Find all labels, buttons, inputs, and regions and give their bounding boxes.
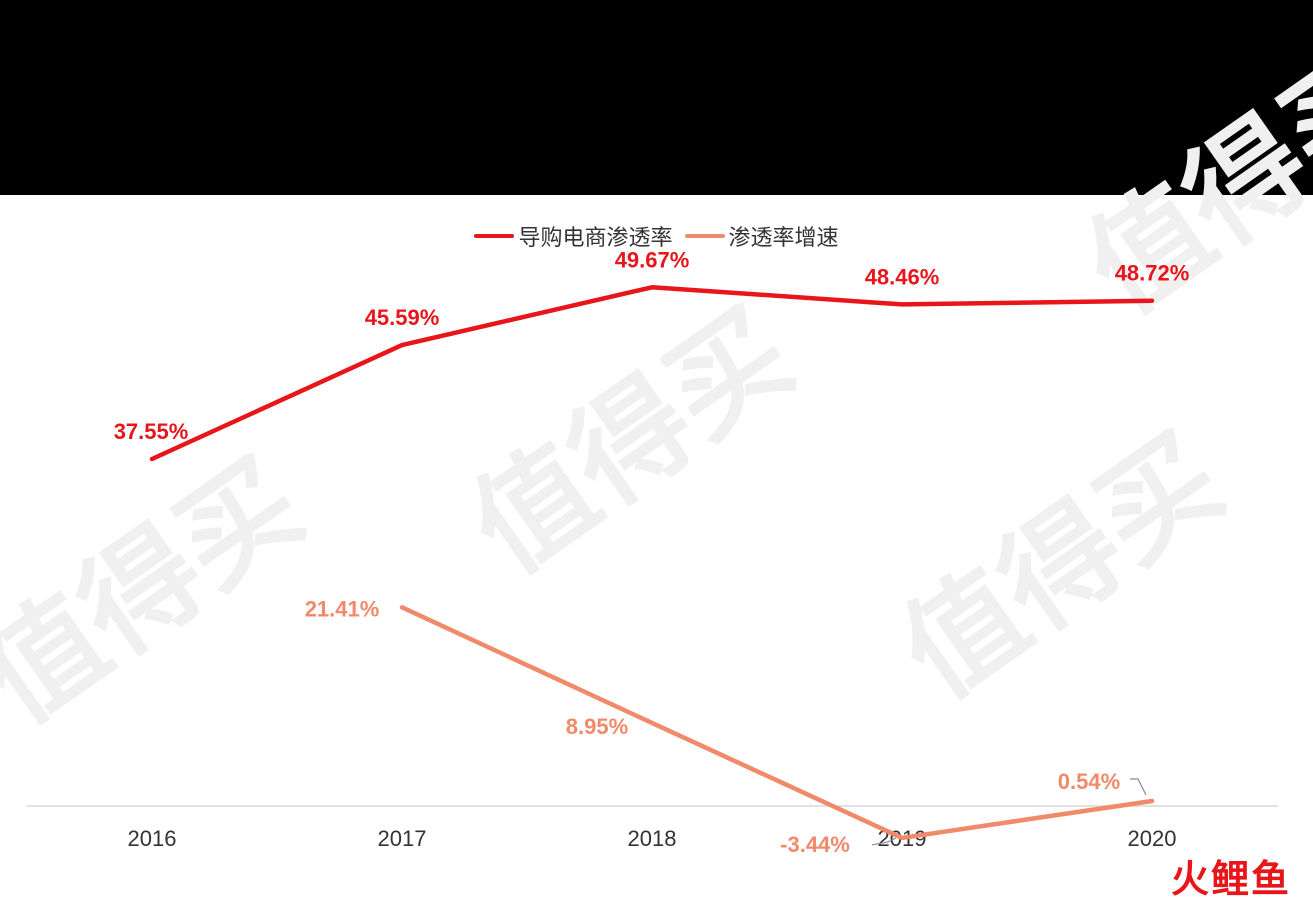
x-tick-label: 2017 — [378, 826, 427, 851]
data-label-layer: 37.55% 45.59% 49.67% 48.46% 48.72% 21.41% 8.95… — [114, 247, 1190, 857]
data-label-growth: 0.54% — [1058, 769, 1120, 794]
legend-item-penetration[interactable]: 导购电商渗透率 — [474, 220, 673, 252]
watermark-text: 值得买 — [0, 433, 326, 749]
chart-legend: 导购电商渗透率 渗透率增速 — [0, 220, 1313, 252]
series-layer — [149, 285, 1155, 841]
series-line-penetration — [149, 285, 1155, 462]
legend-label-penetration: 导购电商渗透率 — [518, 226, 673, 251]
chart-panel — [0, 195, 1313, 923]
data-label-growth: -3.44% — [780, 832, 850, 857]
data-label-growth: 8.95% — [566, 714, 628, 739]
data-label-penetration: 45.59% — [365, 305, 440, 330]
legend-swatch-growth — [684, 234, 725, 238]
watermark-text: 值得买 — [1062, 23, 1313, 339]
data-label-leader-line — [1130, 778, 1147, 796]
legend-item-growth[interactable]: 渗透率增速 — [684, 220, 839, 252]
legend-label-growth: 渗透率增速 — [728, 226, 839, 251]
series-line-growth — [399, 605, 1155, 841]
data-label-penetration: 48.46% — [865, 264, 940, 289]
legend-swatch-penetration — [474, 234, 515, 238]
brand-logo: 火鲤鱼 — [1170, 857, 1291, 901]
data-label-penetration: 48.72% — [1115, 261, 1190, 286]
data-label-penetration: 49.67% — [615, 247, 690, 272]
x-tick-label: 2018 — [628, 826, 677, 851]
x-tick-label: 2020 — [1128, 826, 1177, 851]
x-axis-tick-labels: 2016 2017 2018 2019 2020 — [128, 826, 1177, 851]
watermark-text: 值得买 — [447, 283, 816, 599]
watermark-text: 值得买 — [877, 408, 1246, 724]
data-label-penetration: 37.55% — [114, 419, 189, 444]
data-label-leader-line — [871, 837, 897, 846]
x-tick-label: 2016 — [128, 826, 177, 851]
data-label-growth: 21.41% — [305, 596, 380, 621]
